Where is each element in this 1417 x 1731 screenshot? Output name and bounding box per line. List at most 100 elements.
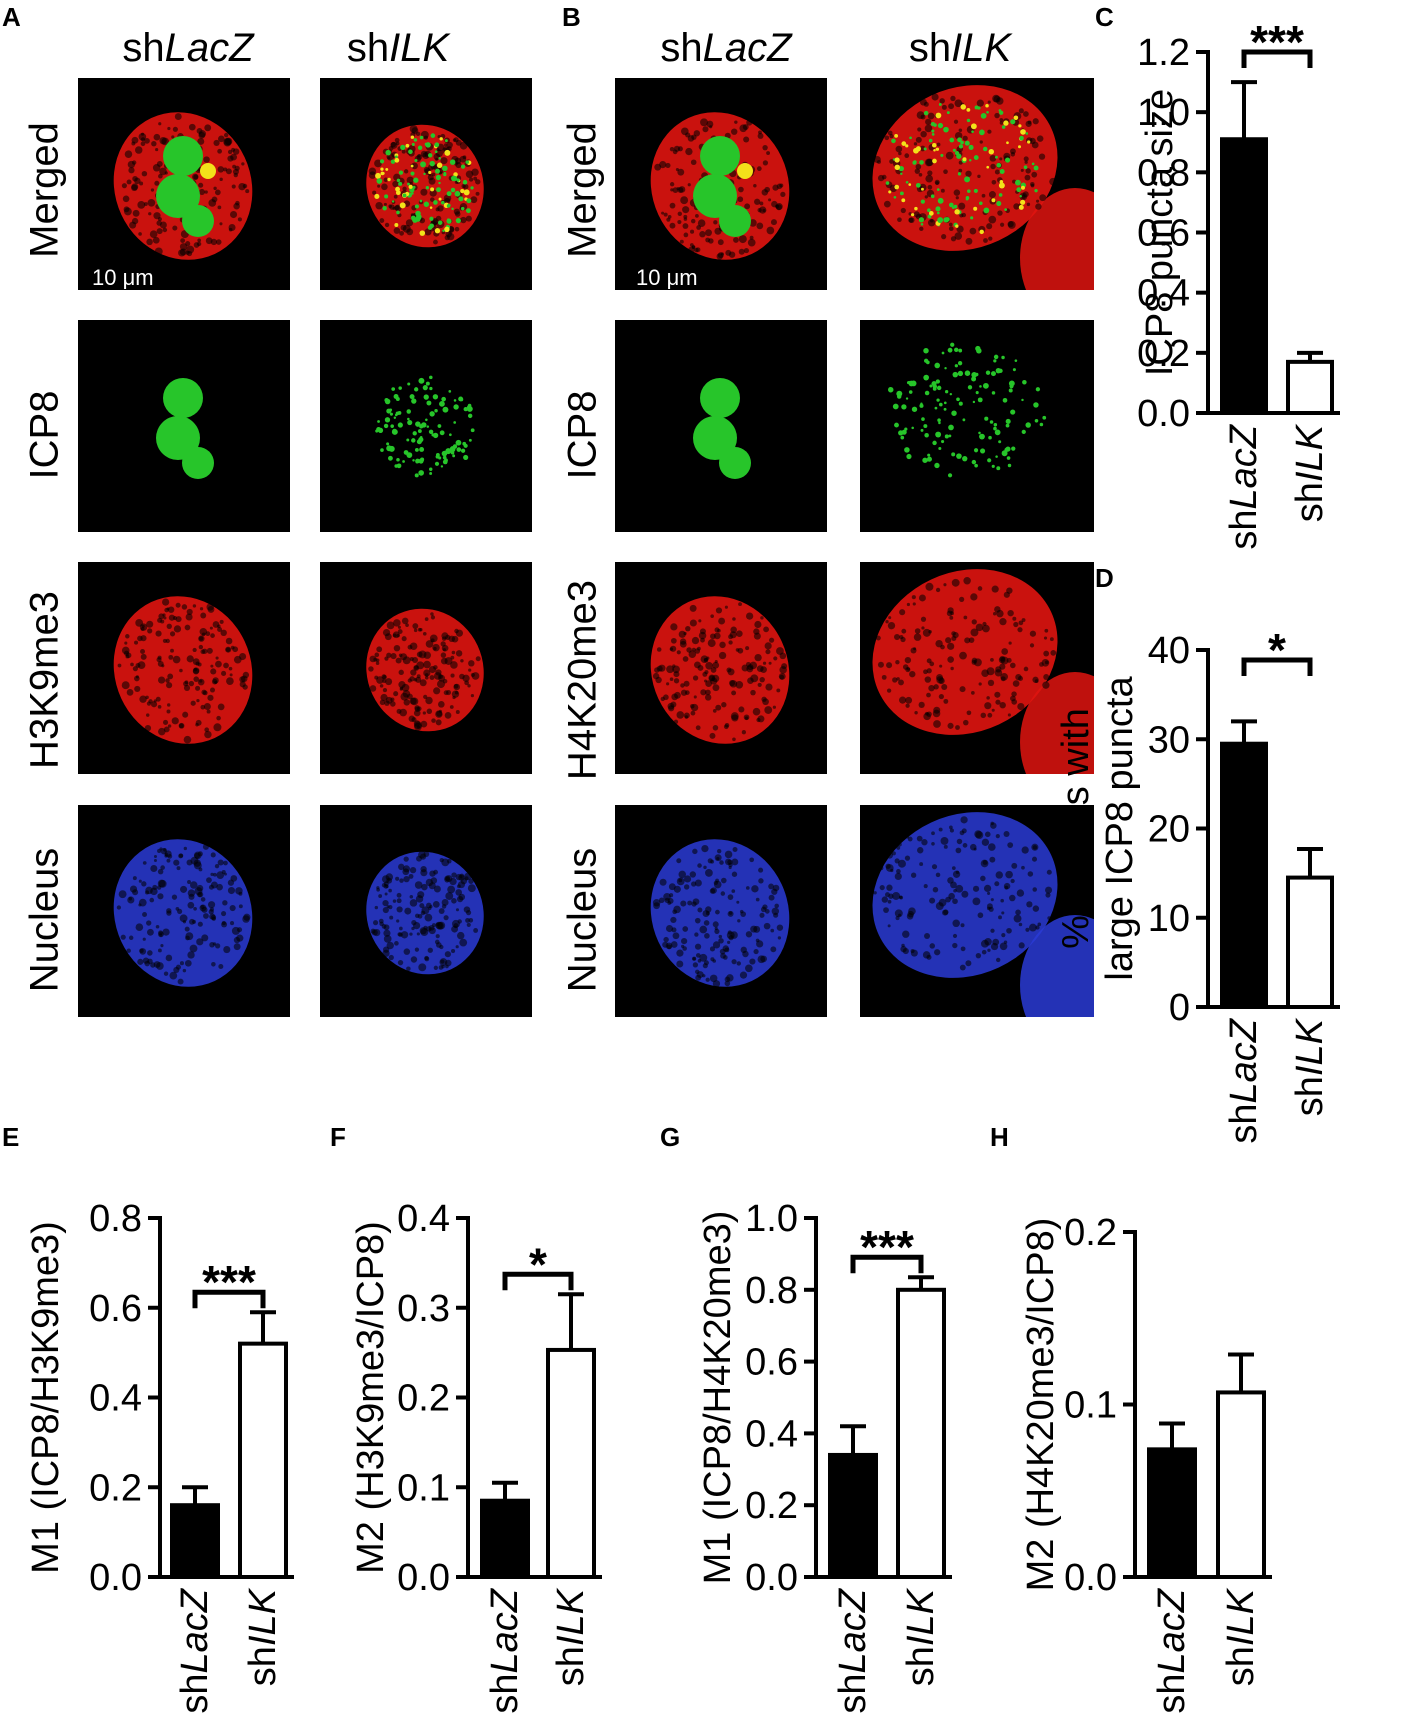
y-tick-label: 0.2 <box>397 1378 450 1420</box>
y-tick-label: 0.2 <box>1137 333 1190 375</box>
y-tick-label: 40 <box>1148 630 1190 672</box>
x-tick-label-gene: LacZ <box>832 1587 874 1673</box>
y-tick-label: 0.2 <box>745 1485 798 1527</box>
x-tick-label-gene: LacZ <box>484 1587 526 1673</box>
x-tick-label-gene: LacZ <box>1223 423 1265 509</box>
col-head-gene: LacZ <box>702 26 792 70</box>
x-tick-label-gene: LacZ <box>1223 1017 1265 1103</box>
scalebar-b <box>632 293 702 296</box>
col-head-prefix: sh <box>122 26 165 70</box>
x-tick-label-gene: ILK <box>1289 1017 1331 1076</box>
y-tick-label: 0.0 <box>745 1557 798 1599</box>
row-label-a-icp8: ICP8 <box>22 390 67 480</box>
col-head-prefix: sh <box>660 26 703 70</box>
micrograph-b-lacz-merged <box>615 78 827 290</box>
y-axis-label: M2 (H4K20me3/ICP8) <box>1020 1218 1062 1592</box>
significance-bracket <box>1241 49 1313 68</box>
x-tick-label: shLacZ <box>1151 1587 1193 1713</box>
row-label-a-nucleus: Nucleus <box>22 847 67 993</box>
y-tick-label: 0.4 <box>1137 273 1190 315</box>
x-tick-label: shLacZ <box>484 1587 526 1713</box>
y-tick-label: 30 <box>1148 719 1190 761</box>
scalebar-a <box>88 293 158 296</box>
x-tick-label-prefix: sh <box>1223 509 1265 549</box>
x-tick-label-prefix: sh <box>242 1646 284 1686</box>
significance-bracket <box>850 1254 924 1274</box>
y-axis-label: M1 (ICP8/H3K9me3) <box>25 1221 67 1574</box>
bar-lacz <box>1147 1447 1197 1579</box>
x-tick-label-gene: ILK <box>550 1587 592 1646</box>
bar-ilk <box>238 1341 288 1580</box>
bar-ilk <box>546 1347 596 1579</box>
bar-ilk <box>1216 1390 1266 1580</box>
x-tick-label-gene: ILK <box>1289 423 1331 482</box>
x-tick-label-gene: ILK <box>242 1587 284 1646</box>
y-tick-label: 1.0 <box>1137 92 1190 134</box>
y-tick-label: 20 <box>1148 809 1190 851</box>
x-tick-label-prefix: sh <box>832 1673 874 1713</box>
micrograph-b-ilk-blue <box>860 805 1094 1017</box>
significance-stars: *** <box>860 1221 914 1273</box>
x-tick-label: shLacZ <box>832 1587 874 1713</box>
y-axis-label: large ICP8 puncta <box>1099 676 1141 981</box>
bar-ilk <box>1286 875 1334 1010</box>
micrograph-b-lacz-blue <box>615 805 827 1017</box>
bar-lacz <box>1220 741 1268 1010</box>
col-head-gene: ILK <box>951 26 1012 70</box>
y-tick-label: 0.0 <box>89 1557 142 1599</box>
significance-stars: *** <box>202 1256 256 1308</box>
y-tick-label: 0.6 <box>89 1288 142 1330</box>
x-tick-label-prefix: sh <box>1223 1103 1265 1143</box>
micrograph-b-ilk-merged <box>860 78 1094 290</box>
panel-letter-d: D <box>1095 563 1114 593</box>
y-tick-label: 0.4 <box>745 1413 798 1455</box>
y-tick-label: 0.8 <box>745 1270 798 1312</box>
x-tick-label: shILK <box>242 1587 284 1686</box>
x-tick-label-prefix: sh <box>484 1673 526 1713</box>
micrograph-a-lacz-red <box>78 562 290 774</box>
row-label-b-nucleus: Nucleus <box>560 847 605 993</box>
micrograph-a-ilk-red <box>320 562 532 774</box>
micrograph-b-lacz-red <box>615 562 827 774</box>
y-tick-label: 0.0 <box>1137 393 1190 435</box>
y-axis-label: ICP8 puncta size <box>1139 89 1181 376</box>
micrograph-a-lacz-blue <box>78 805 290 1017</box>
y-tick-label: 0.6 <box>745 1342 798 1384</box>
bar-lacz <box>170 1503 220 1579</box>
bar-lacz <box>480 1498 530 1580</box>
x-tick-label: shILK <box>550 1587 592 1686</box>
panel-letter-c: C <box>1095 2 1114 32</box>
col-head-gene: LacZ <box>164 26 254 70</box>
y-tick-label: 0.3 <box>397 1288 450 1330</box>
panel-letter-e: E <box>2 1122 20 1152</box>
y-tick-label: 0.6 <box>1137 213 1190 255</box>
y-tick-label: 0.1 <box>397 1467 450 1509</box>
x-tick-label-prefix: sh <box>1220 1646 1262 1686</box>
row-label-b-icp8: ICP8 <box>560 390 605 480</box>
y-axis-label: M1 (ICP8/H4K20me3) <box>697 1211 739 1585</box>
col-head-b-ilk: shILK <box>880 26 1040 71</box>
panel-letter-b: B <box>562 2 581 32</box>
significance-stars: * <box>1268 624 1286 676</box>
significance-stars: *** <box>1250 16 1304 68</box>
x-tick-label-gene: LacZ <box>1151 1587 1193 1673</box>
x-tick-label-prefix: sh <box>1289 482 1331 522</box>
col-head-a-lacz: shLacZ <box>108 26 268 71</box>
row-label-b-h4k20me3: H4K20me3 <box>560 579 605 781</box>
x-tick-label-prefix: sh <box>900 1646 942 1686</box>
micrograph-a-lacz-icp8 <box>78 320 290 532</box>
y-tick-label: 0.0 <box>397 1557 450 1599</box>
y-tick-label: 0.4 <box>89 1378 142 1420</box>
panel-letter-g: G <box>660 1122 681 1152</box>
x-tick-label: shLacZ <box>1223 423 1265 549</box>
x-tick-label-prefix: sh <box>1151 1673 1193 1713</box>
bar-ilk <box>1286 359 1334 416</box>
micrograph-a-ilk-blue <box>320 805 532 1017</box>
x-tick-label: shILK <box>1289 1017 1331 1116</box>
scalebar-label-b: 10 μm <box>636 265 698 290</box>
micrograph-a-ilk-icp8 <box>320 320 532 532</box>
bar-lacz <box>1220 137 1268 415</box>
